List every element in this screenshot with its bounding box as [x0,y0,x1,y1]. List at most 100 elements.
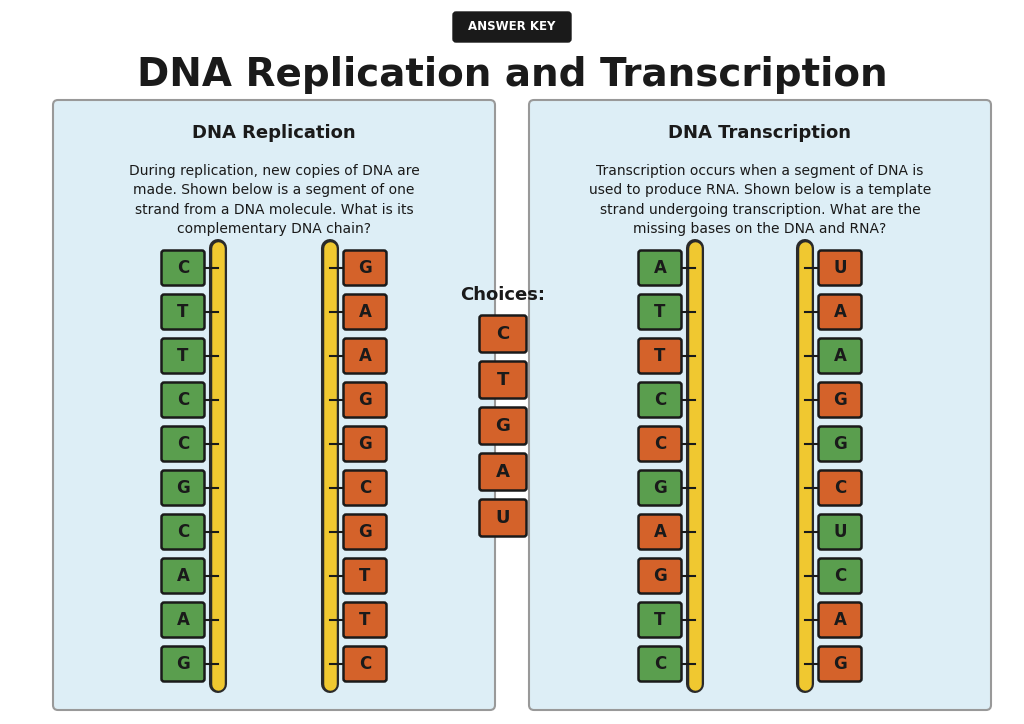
FancyBboxPatch shape [162,426,205,461]
FancyBboxPatch shape [343,471,386,505]
Text: G: G [358,435,372,453]
FancyBboxPatch shape [818,515,861,550]
Text: C: C [654,391,667,409]
FancyBboxPatch shape [162,558,205,594]
Text: G: G [358,259,372,277]
Text: G: G [496,417,510,435]
Text: U: U [834,523,847,541]
FancyBboxPatch shape [818,251,861,285]
Text: A: A [358,347,372,365]
Text: T: T [497,371,509,389]
Text: C: C [358,655,371,673]
FancyBboxPatch shape [818,471,861,505]
Text: T: T [359,567,371,585]
FancyBboxPatch shape [343,515,386,550]
FancyBboxPatch shape [343,295,386,329]
Text: T: T [177,347,188,365]
Text: G: G [176,479,189,497]
FancyBboxPatch shape [162,295,205,329]
Text: A: A [176,611,189,629]
Text: A: A [653,523,667,541]
FancyBboxPatch shape [639,647,682,681]
Text: T: T [654,303,666,321]
Text: DNA Replication and Transcription: DNA Replication and Transcription [136,56,888,94]
Text: U: U [834,259,847,277]
FancyBboxPatch shape [639,382,682,418]
FancyBboxPatch shape [162,471,205,505]
Text: G: G [653,479,667,497]
Text: DNA Replication: DNA Replication [193,124,355,142]
Text: During replication, new copies of DNA are
made. Shown below is a segment of one
: During replication, new copies of DNA ar… [129,164,420,236]
FancyBboxPatch shape [529,100,991,710]
Text: A: A [176,567,189,585]
FancyBboxPatch shape [818,382,861,418]
FancyBboxPatch shape [639,471,682,505]
FancyBboxPatch shape [818,426,861,461]
FancyBboxPatch shape [343,558,386,594]
FancyBboxPatch shape [343,426,386,461]
Text: C: C [834,479,846,497]
Text: G: G [358,391,372,409]
FancyBboxPatch shape [818,558,861,594]
Text: G: G [176,655,189,673]
FancyBboxPatch shape [639,426,682,461]
FancyBboxPatch shape [162,602,205,638]
FancyBboxPatch shape [479,316,526,353]
FancyBboxPatch shape [818,295,861,329]
FancyBboxPatch shape [639,339,682,374]
FancyBboxPatch shape [162,515,205,550]
FancyBboxPatch shape [639,558,682,594]
FancyBboxPatch shape [162,382,205,418]
Text: T: T [654,347,666,365]
FancyBboxPatch shape [639,602,682,638]
FancyBboxPatch shape [453,12,571,42]
FancyBboxPatch shape [343,339,386,374]
Text: G: G [834,435,847,453]
Text: C: C [177,435,189,453]
FancyBboxPatch shape [479,453,526,490]
FancyBboxPatch shape [639,251,682,285]
Text: G: G [358,523,372,541]
FancyBboxPatch shape [818,602,861,638]
FancyBboxPatch shape [343,602,386,638]
Text: G: G [834,391,847,409]
FancyBboxPatch shape [343,251,386,285]
Text: ANSWER KEY: ANSWER KEY [468,20,556,33]
Text: Transcription occurs when a segment of DNA is
used to produce RNA. Shown below i: Transcription occurs when a segment of D… [589,164,931,236]
Text: A: A [834,347,847,365]
Text: A: A [496,463,510,481]
Text: C: C [654,655,667,673]
FancyBboxPatch shape [162,339,205,374]
Text: G: G [653,567,667,585]
FancyBboxPatch shape [479,361,526,398]
Text: C: C [834,567,846,585]
Text: C: C [497,325,510,343]
Text: A: A [653,259,667,277]
Text: A: A [834,611,847,629]
Text: T: T [654,611,666,629]
FancyBboxPatch shape [818,647,861,681]
FancyBboxPatch shape [639,295,682,329]
FancyBboxPatch shape [53,100,495,710]
FancyBboxPatch shape [479,408,526,445]
Text: C: C [358,479,371,497]
Text: C: C [177,523,189,541]
Text: C: C [177,391,189,409]
Text: DNA Transcription: DNA Transcription [669,124,852,142]
FancyBboxPatch shape [343,382,386,418]
FancyBboxPatch shape [818,339,861,374]
Text: A: A [358,303,372,321]
Text: C: C [654,435,667,453]
Text: C: C [177,259,189,277]
Text: T: T [359,611,371,629]
FancyBboxPatch shape [162,251,205,285]
Text: G: G [834,655,847,673]
Text: U: U [496,509,510,527]
FancyBboxPatch shape [343,647,386,681]
Text: Choices:: Choices: [461,286,546,304]
FancyBboxPatch shape [162,647,205,681]
FancyBboxPatch shape [479,500,526,536]
Text: T: T [177,303,188,321]
FancyBboxPatch shape [639,515,682,550]
Text: A: A [834,303,847,321]
